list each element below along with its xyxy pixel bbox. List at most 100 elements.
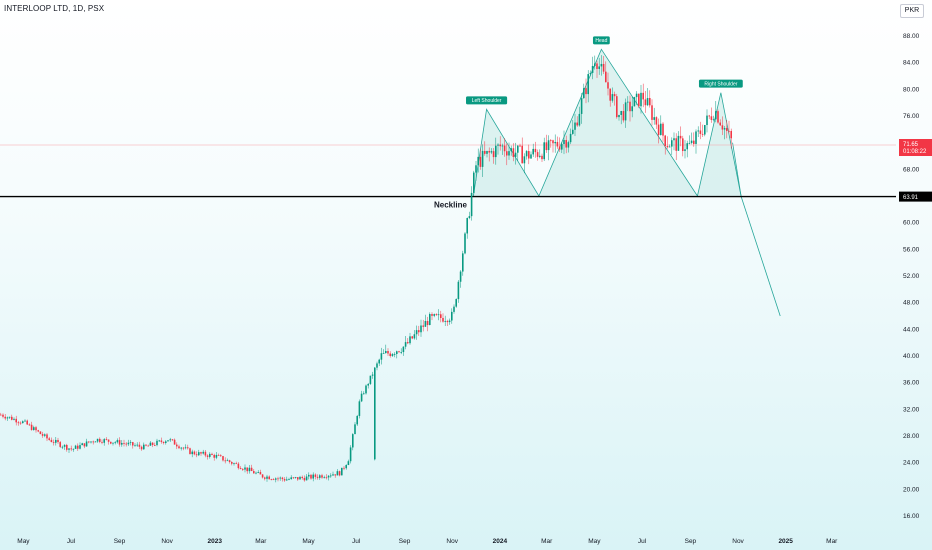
candle-body [409,336,411,344]
candle-body [11,416,13,420]
candle-body [193,451,196,455]
candle-body [297,477,299,480]
candle-body [411,336,413,339]
candle-body [81,443,83,446]
candle-body [28,424,31,426]
candle-body [715,111,717,120]
candle-body [424,320,427,327]
candle-body [116,440,119,443]
candle-body [587,74,589,95]
candle-body [242,469,244,470]
candle-body [622,111,625,121]
candle-body [270,479,273,481]
candle-body [668,146,671,148]
candle-body [653,117,655,120]
candle-body [477,156,479,166]
candle-body [288,479,290,480]
candle-body [594,63,596,66]
y-tick-label: 32.00 [903,406,920,413]
candle-body [259,472,262,475]
candle-body [30,424,33,430]
candle-body [660,123,662,135]
candle-body [457,281,460,300]
candle-body [690,140,693,143]
candle-body [528,151,530,159]
x-tick-label: 2024 [493,538,508,545]
candle-body [385,351,387,353]
candle-body [206,455,209,457]
candle-body [510,148,512,152]
candle-body [374,367,376,460]
candle-body [349,447,352,462]
candle-body [415,330,418,335]
candle-body [473,172,475,193]
candle-body [248,467,251,472]
x-tick-label: Sep [685,538,697,545]
candle-body [198,452,200,456]
x-tick-label: 2025 [778,538,793,545]
candle-body [721,125,724,130]
candle-body [217,454,220,456]
y-tick-label: 84.00 [903,60,920,67]
candle-body [598,66,600,69]
candle-body [629,101,631,112]
candle-body [583,88,585,99]
candle-body [345,465,347,469]
y-tick-label: 52.00 [903,273,920,280]
candle-body [547,140,550,151]
candle-body [239,468,242,470]
candle-body [19,422,22,424]
candle-body [26,420,28,425]
candle-body [693,140,695,144]
candle-body [4,416,6,419]
candle-body [631,106,633,112]
candle-body [145,444,147,446]
candle-body [501,145,504,147]
candle-body [173,439,176,445]
candle-body [107,439,110,442]
pattern-label-box [466,96,508,105]
candle-body [717,111,719,123]
candle-body [209,453,211,457]
candle-body [195,454,198,456]
candle-body [215,454,218,458]
candle-body [591,65,594,73]
candle-body [365,385,367,394]
candle-body [352,434,354,448]
candle-body [312,474,314,479]
candle-body [726,128,728,131]
candle-body [286,479,288,481]
candle-body [176,444,178,447]
candle-body [294,477,297,478]
y-tick-label: 60.00 [903,220,920,227]
currency-button[interactable]: PKR [900,4,924,18]
pattern-label: Left Shoulder [472,98,502,104]
candle-body [569,133,572,143]
candle-body [187,447,189,449]
candle-body [677,135,680,151]
candle-body [327,475,330,478]
candle-body [437,314,440,316]
candle-body [224,460,226,462]
candle-body [492,151,495,158]
candle-body [371,374,374,376]
candle-body [517,145,519,153]
candle-body [695,131,697,144]
projection-line [732,142,781,317]
candle-body [486,150,488,154]
candle-body [712,119,715,121]
candle-body [264,477,266,479]
candle-body [55,439,57,443]
x-tick-label: Mar [541,538,553,545]
candle-body [33,427,35,430]
candle-body [275,478,277,480]
candle-body [244,467,246,470]
pattern-fill [473,49,742,197]
candle-body [556,141,559,147]
candle-body [112,442,114,444]
candle-body [389,353,391,357]
candle-body [624,102,627,121]
candle-body [22,421,24,424]
